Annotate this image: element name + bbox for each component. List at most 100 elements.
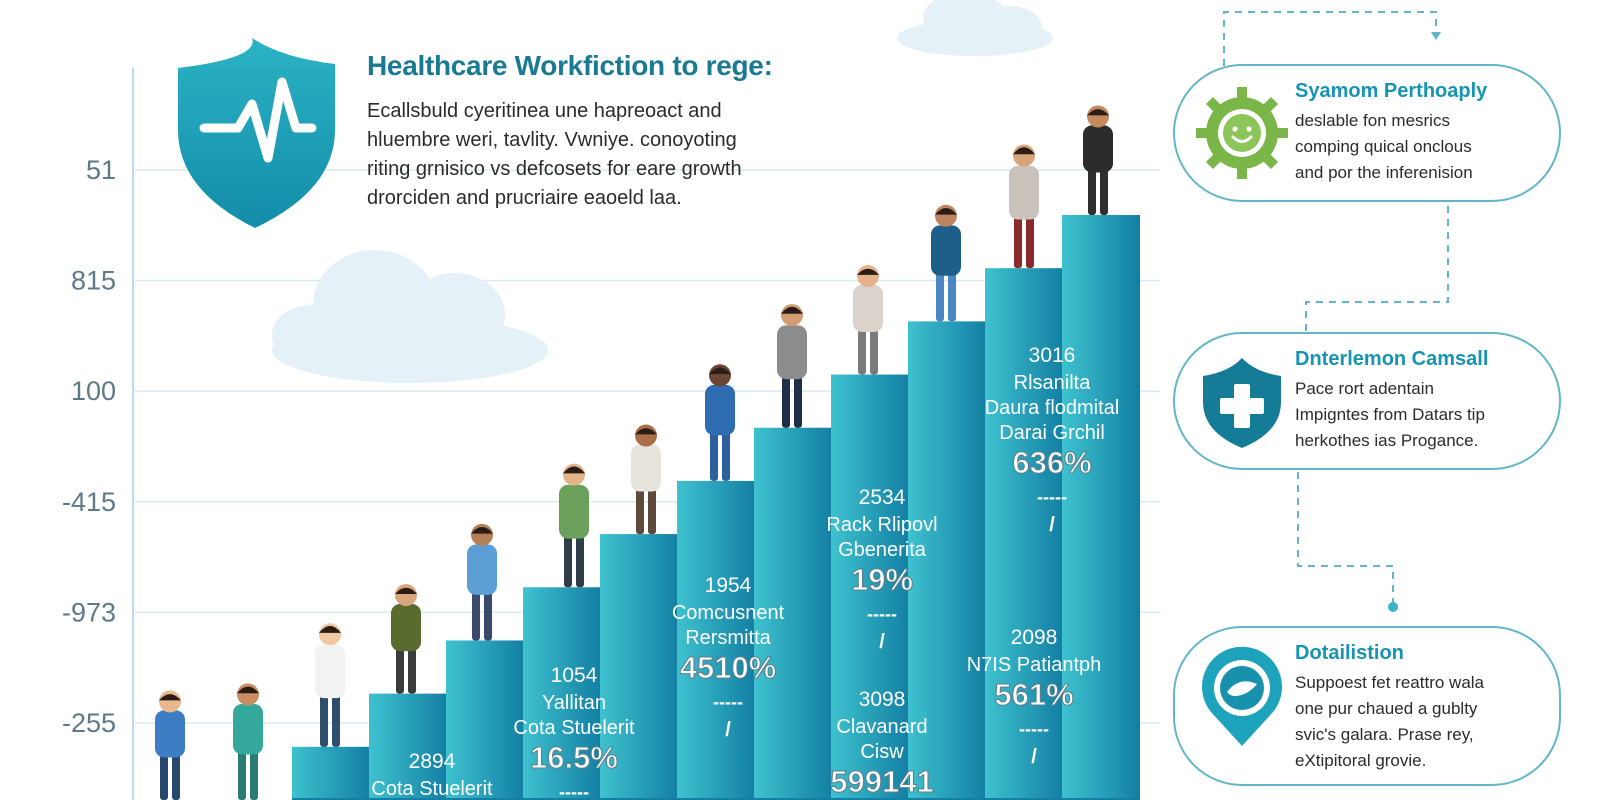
step-name: Cisw [860,741,904,763]
card-title: Syamom Perthoaply [1295,80,1488,102]
stair-step [677,480,755,800]
location-pin-icon [1202,646,1282,746]
heartbeat-shield-icon [178,38,335,228]
stair-step [1062,215,1140,800]
intro-line: hluembre weri, tavlity. Vwniye. conoyoti… [367,129,737,151]
step-name: Clavanard [836,716,927,738]
card-line: Suppoest fet reattro wala [1295,673,1485,692]
y-tick-label: 100 [71,376,116,406]
y-tick-label: 51 [86,155,116,185]
cloud-icon [272,250,548,383]
stair-step [908,321,986,800]
step-name: Rack Rlipovl [826,514,937,536]
step-name: Daura flodmital [985,397,1120,419]
card-line: one pur chaued a gublty [1295,699,1478,718]
y-tick-label: 815 [71,266,116,296]
step-dashes: ----- [559,782,589,800]
step-name: Darai Grchil [999,422,1105,444]
step-number: 1954 [705,574,752,597]
step-name: Comcusnent [672,602,785,624]
info-card-digitalization: Dotailistion Suppoest fet reattro wala o… [1173,626,1561,786]
person-figure [705,364,735,481]
step-number: 2098 [1011,626,1058,649]
stair-step [292,746,370,800]
person-figure [315,623,345,747]
stair-step [831,374,909,800]
step-percent: 599141 [830,764,933,799]
step-name: Yallitan [542,692,606,714]
person-figure [853,264,883,375]
people [155,105,1113,800]
stair-step [446,640,524,800]
connector-arrow-icon [1431,32,1441,40]
stair-step [369,693,447,800]
y-tick-label: -973 [62,597,116,627]
connector-lines [1223,11,1449,602]
intro-line: Ecallsbuld cyeritinea une hapreoact and [367,100,722,122]
step-labels: 2894 Cota Stuelerit 1054 Yallitan Cota Stuel… [371,344,1119,800]
step-dashes: ----- [867,604,897,624]
stair-step [523,587,601,800]
step-dashes: ----- [1037,487,1067,507]
person-figure [631,424,661,535]
step-name: Cota Stuelerit [513,717,635,739]
step-percent: 16.5% [530,740,618,775]
card-line: Pace rort adentain [1295,379,1434,398]
step-percent: 561% [994,677,1073,712]
y-tick-label: -415 [62,487,116,517]
stairs-base [292,798,1139,800]
card-line: comping quical onclous [1295,137,1472,156]
stair-step [600,534,678,800]
card-line: svic's galara. Prase rey, [1295,725,1474,744]
connector-dot-icon [1388,602,1398,612]
page-title: Healthcare Workfiction to rege: [367,50,773,81]
info-card-performance: Syamom Perthoaply deslable fon mesrics c… [1173,64,1561,202]
intro-text: Ecallsbuld cyeritinea une hapreoact and … [367,97,837,213]
card-line: Impigntes from Datars tip [1295,405,1485,424]
stair-step [754,427,832,800]
person-figure [777,304,807,428]
stairs [292,215,1140,800]
cloud-icon [897,0,1053,56]
card-line: herkothes ias Progance. [1295,431,1479,450]
y-axis-ticks: 51 815 100 -415 -973 -255 [62,155,116,738]
card-line: deslable fon mesrics [1295,111,1450,130]
intro-line: drorciden and prucriaire eaoeld laa. [367,187,682,209]
step-number: 3016 [1029,344,1076,367]
person-figure [155,690,185,800]
step-percent: 4510% [680,650,777,685]
step-name: Cota Stuelerit [371,778,493,800]
shield-plus-icon [1203,358,1281,448]
person-figure [931,204,961,322]
step-number: 1054 [551,664,598,687]
step-percent: 19% [851,562,913,597]
person-figure [1083,105,1113,215]
person-figure [391,584,421,694]
step-mark: / [1031,746,1037,768]
step-label-group: 2894 Cota Stuelerit [371,750,493,800]
step-name: Rersmitta [685,627,771,649]
step-dashes: ----- [713,692,743,712]
person-figure [1009,144,1039,269]
step-mark: / [879,631,885,653]
card-line: eXtipitoral grovie. [1295,751,1427,770]
step-percent: 636% [1012,445,1091,480]
person-figure [559,463,589,588]
card-line: and por the inferenision [1295,163,1473,182]
step-mark: / [1049,514,1055,536]
info-card-consult: Dnterlemon Camsall Pace rort adentain Im… [1173,332,1561,470]
intro-line: riting grnisico vs defcosets for eare gr… [367,158,742,180]
step-name: Rlsanilta [1014,372,1092,394]
step-dashes: ----- [1019,719,1049,739]
step-number: 3098 [859,688,906,711]
y-tick-label: -255 [62,708,116,738]
step-mark: / [725,719,731,741]
step-name: N7IS Patiantph [967,654,1102,676]
